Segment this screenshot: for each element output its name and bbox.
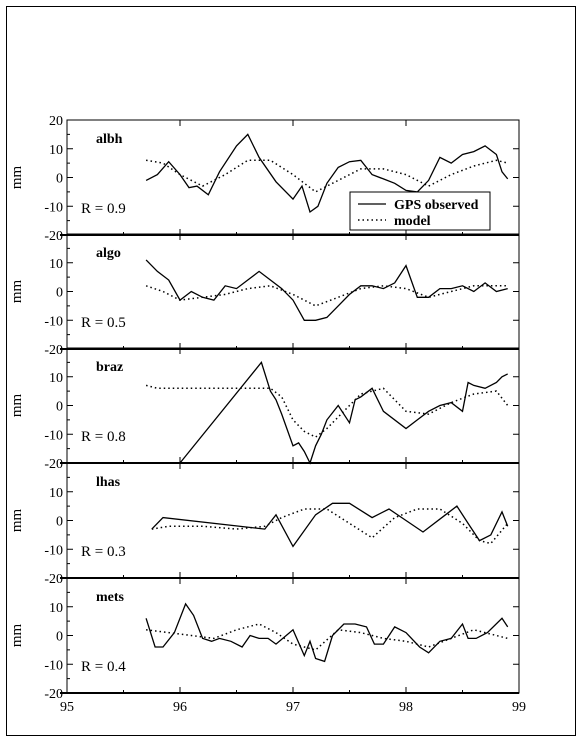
y-tick-label: 0 [56,172,63,187]
y-tick-label: -10 [44,314,63,329]
station-label-braz: braz [96,360,123,375]
series-line-lhas-model [151,508,509,545]
y-tick-label: 20 [49,114,63,129]
y-tick-label: 0 [56,286,63,301]
station-label-albh: albh [96,132,123,147]
x-tick-label: 97 [286,700,300,715]
figure-frame [6,6,576,736]
r-label-albh: R = 0.9 [81,201,126,217]
y-tick-label: -10 [44,200,63,215]
series-line-albh-model [145,159,508,193]
series-line-albh-gps-observed [145,133,509,214]
y-tick-label: 0 [56,515,63,530]
panel-frame-mets [66,577,520,694]
series-line-algo-model [145,285,508,307]
x-tick-label: 98 [399,700,413,715]
y-tick-label: 10 [49,601,63,616]
y-tick-label: 10 [49,371,63,386]
y-axis-label: mm [9,509,25,533]
x-tick-label: 95 [60,700,74,715]
y-tick-label: -10 [44,658,63,673]
y-axis-label: mm [9,624,25,648]
series-line-algo-gps-observed [145,259,508,321]
y-tick-label: -20 [44,343,63,358]
r-label-algo: R = 0.5 [81,315,126,331]
y-tick-label: 0 [56,630,63,645]
y-tick-label: -20 [44,572,63,587]
series-line-braz-model [145,384,509,438]
y-axis-label: mm [9,166,25,190]
station-label-lhas: lhas [96,475,121,490]
y-tick-label: 10 [49,257,63,272]
r-label-braz: R = 0.8 [81,429,126,445]
panel-frame-lhas [66,462,520,579]
y-tick-label: -20 [44,687,63,702]
legend-box [349,191,491,231]
y-axis-label: mm [9,394,25,418]
y-tick-label: -10 [44,428,63,443]
y-tick-label: -20 [44,457,63,472]
station-label-mets: mets [96,590,125,605]
y-tick-label: 10 [49,486,63,501]
y-tick-label: -10 [44,543,63,558]
legend-label-model: model [394,214,431,229]
y-tick-label: 0 [56,400,63,415]
legend-label-gps-observed: GPS observed [394,198,479,213]
y-tick-label: -20 [44,229,63,244]
series-line-braz-gps-observed [179,361,508,465]
r-label-mets: R = 0.4 [81,659,126,675]
series-line-mets-model [146,623,508,651]
series-line-lhas-gps-observed [151,502,509,548]
y-axis-label: mm [9,280,25,304]
station-label-algo: algo [96,246,121,261]
series-line-mets-gps-observed [145,602,509,663]
x-tick-label: 99 [512,700,526,715]
r-label-lhas: R = 0.3 [81,544,126,560]
y-tick-label: 10 [49,143,63,158]
x-tick-label: 96 [173,700,187,715]
